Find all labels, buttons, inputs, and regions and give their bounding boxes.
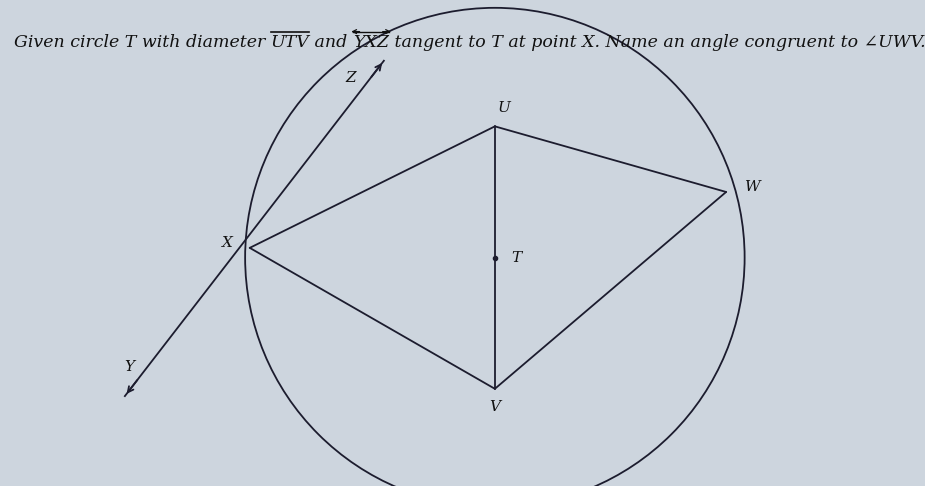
- Text: Y: Y: [124, 360, 134, 374]
- Text: T: T: [512, 251, 522, 264]
- Text: tangent to T at point X. Name an angle congruent to ∠UWV.: tangent to T at point X. Name an angle c…: [389, 34, 925, 51]
- Text: YXZ: YXZ: [353, 34, 389, 51]
- Text: Given circle T with diameter: Given circle T with diameter: [14, 34, 271, 51]
- Text: UTV: UTV: [271, 34, 309, 51]
- Text: and: and: [309, 34, 353, 51]
- Text: Z: Z: [346, 71, 356, 85]
- Text: X: X: [222, 236, 233, 250]
- Text: V: V: [489, 400, 500, 414]
- Text: W: W: [745, 180, 760, 194]
- Text: U: U: [498, 101, 511, 115]
